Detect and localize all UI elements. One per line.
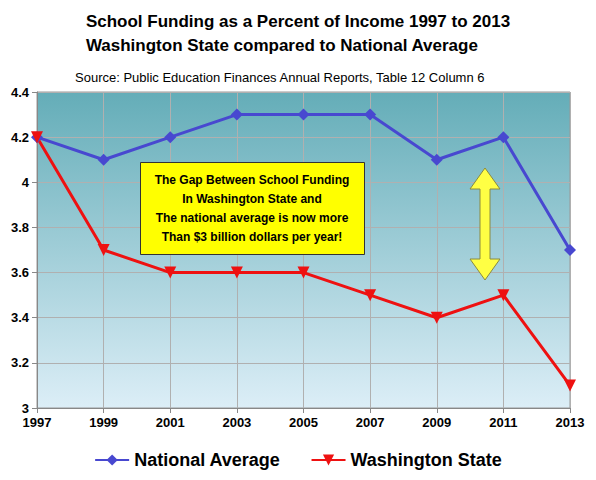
svg-text:School Funding as a Percent of: School Funding as a Percent of Income 19… <box>86 12 510 31</box>
svg-text:3.8: 3.8 <box>11 220 29 235</box>
svg-text:3.2: 3.2 <box>11 355 29 370</box>
svg-text:The Gap Between School Funding: The Gap Between School Funding <box>155 173 350 187</box>
svg-text:4.4: 4.4 <box>11 85 30 100</box>
svg-text:4.2: 4.2 <box>11 130 29 145</box>
svg-text:Source: Public Education Finan: Source: Public Education Finances Annual… <box>75 70 485 85</box>
svg-text:Than $3 billion dollars per ye: Than $3 billion dollars per year! <box>162 230 343 244</box>
svg-text:2005: 2005 <box>289 415 318 430</box>
svg-text:2009: 2009 <box>422 415 451 430</box>
svg-text:4: 4 <box>22 175 30 190</box>
svg-text:National Average: National Average <box>134 450 280 470</box>
svg-text:The national average is now mo: The national average is now more <box>156 211 349 225</box>
svg-text:2007: 2007 <box>356 415 385 430</box>
svg-text:1997: 1997 <box>23 415 52 430</box>
svg-text:2003: 2003 <box>222 415 251 430</box>
svg-text:3.6: 3.6 <box>11 265 29 280</box>
svg-text:Washington State compared to N: Washington State compared to National Av… <box>86 36 478 55</box>
svg-text:3: 3 <box>22 401 29 416</box>
svg-text:2001: 2001 <box>156 415 185 430</box>
svg-text:1999: 1999 <box>89 415 118 430</box>
svg-text:In Washington State and: In Washington State and <box>182 192 322 206</box>
svg-text:2013: 2013 <box>556 415 585 430</box>
svg-text:Washington State: Washington State <box>351 450 502 470</box>
svg-text:2011: 2011 <box>489 415 517 430</box>
svg-text:3.4: 3.4 <box>11 310 30 325</box>
